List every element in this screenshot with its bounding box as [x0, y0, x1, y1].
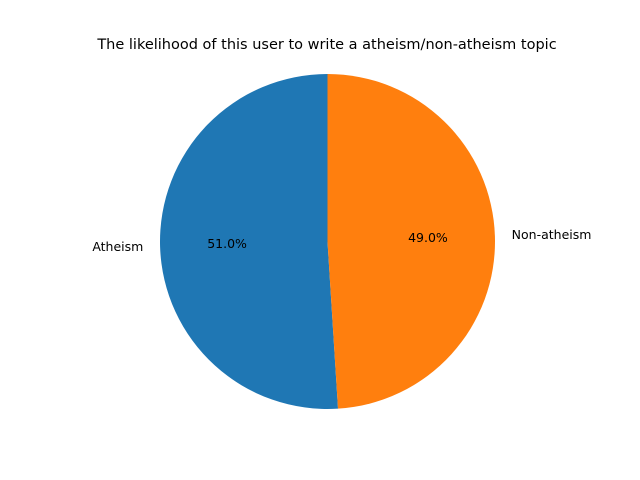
slice-pct-non-atheism: 49.0% — [408, 230, 448, 245]
pie-slice-atheism — [159, 74, 339, 409]
pie-slices — [159, 74, 495, 409]
pie-labels: Atheism 51.0% Non-atheism 49.0% — [92, 227, 591, 254]
slice-label-atheism: Atheism — [92, 239, 143, 254]
slice-label-non-atheism: Non-atheism — [512, 227, 592, 242]
chart-title: The likelihood of this user to write a a… — [96, 37, 556, 53]
slice-pct-atheism: 51.0% — [207, 236, 247, 251]
pie-slice-non-atheism — [327, 74, 495, 409]
